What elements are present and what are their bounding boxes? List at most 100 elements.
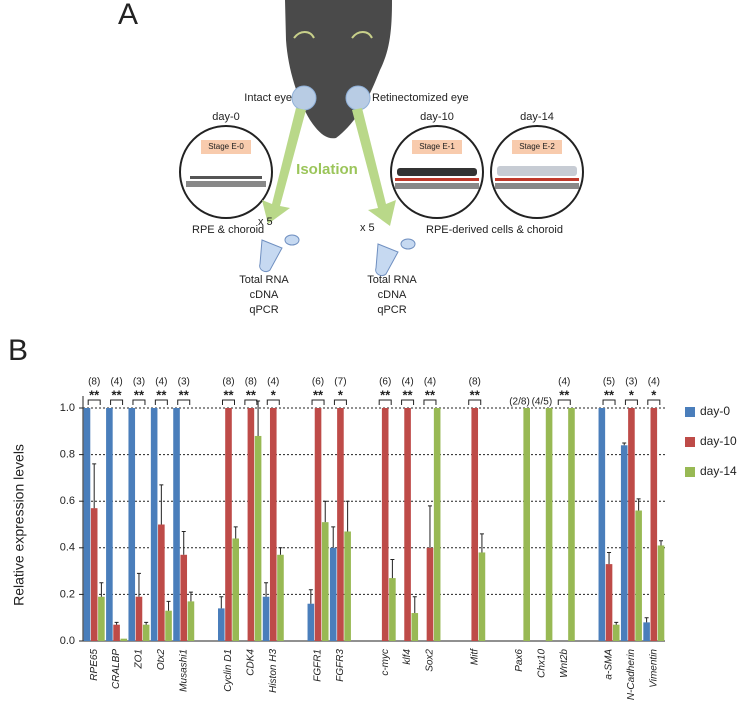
significance-bracket xyxy=(423,399,437,405)
x-tick-label: Cyclin D1 xyxy=(223,649,234,692)
bar xyxy=(433,408,441,641)
error-bar xyxy=(99,582,104,597)
y-tick-label: 0.6 xyxy=(60,495,75,507)
significance-label: * xyxy=(651,387,657,402)
significance-bracket xyxy=(311,399,325,405)
legend-label: day-0 xyxy=(700,404,730,418)
x-tick-label: a-SMA xyxy=(604,649,615,680)
step-label: qPCR xyxy=(249,304,278,316)
legend-swatch xyxy=(685,437,695,447)
bar xyxy=(381,408,389,641)
error-bar xyxy=(159,484,164,525)
bar xyxy=(158,524,165,641)
significance-bracket xyxy=(624,399,638,405)
error-bar xyxy=(345,500,350,532)
bar xyxy=(269,408,277,641)
stage-circles xyxy=(179,125,584,219)
n-label: (7) xyxy=(334,377,346,388)
error-bar xyxy=(323,500,328,523)
bar xyxy=(262,596,270,641)
step-label: cDNA xyxy=(378,289,407,301)
significance-bracket xyxy=(266,399,280,405)
n-label: (4/5) xyxy=(532,397,553,408)
bar xyxy=(83,408,91,641)
isolation-label: Isolation xyxy=(296,161,358,178)
bar xyxy=(98,596,105,641)
x-tick-label: Sox2 xyxy=(425,649,436,672)
bar xyxy=(135,596,143,641)
significance-label: ** xyxy=(179,387,190,402)
bar xyxy=(232,538,239,641)
y-tick-label: 0.8 xyxy=(60,449,75,461)
significance-label: ** xyxy=(559,387,570,402)
significance-bracket xyxy=(378,399,392,405)
x-tick-label: c-myc xyxy=(380,649,391,676)
legend-swatch xyxy=(685,407,695,417)
bar xyxy=(150,408,158,641)
n-label: (8) xyxy=(88,377,100,388)
bar xyxy=(277,554,284,641)
stage-day: day-10 xyxy=(420,111,454,123)
significance-label: ** xyxy=(380,387,391,402)
bar xyxy=(165,610,172,641)
bar xyxy=(426,547,434,641)
error-bar xyxy=(233,526,238,539)
error-bar xyxy=(479,533,484,553)
n-label: (4) xyxy=(110,377,122,388)
error-bar xyxy=(264,582,269,597)
y-axis-title: Relative expression levels xyxy=(11,444,27,606)
n-label: (8) xyxy=(222,377,234,388)
bar xyxy=(225,408,232,641)
stage-label: Stage E-1 xyxy=(419,142,455,151)
n-label: (3) xyxy=(178,377,190,388)
bar xyxy=(314,408,322,641)
error-bar xyxy=(166,600,171,611)
error-bar xyxy=(219,596,224,609)
step-label: Total RNA xyxy=(367,274,417,286)
error-bar xyxy=(278,547,283,555)
significance-label: ** xyxy=(89,387,100,402)
significance-bracket xyxy=(401,399,415,405)
n-label: (4) xyxy=(267,377,279,388)
significance-bracket xyxy=(110,399,124,405)
bar xyxy=(337,408,344,641)
significance-label: ** xyxy=(604,387,615,402)
significance-bracket xyxy=(87,399,101,405)
x-tick-label: CRALBP xyxy=(111,649,122,689)
bar xyxy=(620,445,628,641)
bar xyxy=(471,408,479,641)
y-tick-label: 1.0 xyxy=(60,402,75,414)
bar xyxy=(128,408,136,641)
significance-bracket xyxy=(333,399,347,405)
x-tick-label: Musashi1 xyxy=(178,649,189,692)
x-tick-label: klf4 xyxy=(402,649,413,665)
significance-label: * xyxy=(629,387,635,402)
significance-label: ** xyxy=(156,387,167,402)
panel-label: B xyxy=(8,334,28,367)
significance-bracket xyxy=(647,399,661,405)
significance-label: * xyxy=(271,387,277,402)
retinectomized-eye-label: Retinectomized eye xyxy=(372,92,469,104)
sample-label: RPE & choroid xyxy=(192,224,264,236)
error-bar xyxy=(331,526,336,548)
significance-label: ** xyxy=(134,387,145,402)
panel-label: A xyxy=(118,0,138,31)
n-label: (4) xyxy=(558,377,570,388)
bar xyxy=(180,554,188,641)
x-tick-label: RPE65 xyxy=(89,649,100,681)
significance-bracket xyxy=(602,399,616,405)
error-bar xyxy=(144,621,149,625)
count-label: x 5 xyxy=(360,222,375,234)
significance-label: * xyxy=(338,387,344,402)
x-tick-label: FGFR1 xyxy=(313,649,324,682)
intact-eye-label: Intact eye xyxy=(244,92,292,104)
n-label: (5) xyxy=(603,377,615,388)
error-bar xyxy=(136,572,141,597)
x-tick-label: N-Cadherin xyxy=(626,649,637,701)
x-tick-label: Wnt2b xyxy=(559,649,570,678)
bar xyxy=(187,601,195,641)
step-label: Total RNA xyxy=(239,274,289,286)
x-tick-label: Pax6 xyxy=(514,649,525,672)
y-tick-label: 0.4 xyxy=(60,542,75,554)
significance-bracket xyxy=(132,399,146,405)
